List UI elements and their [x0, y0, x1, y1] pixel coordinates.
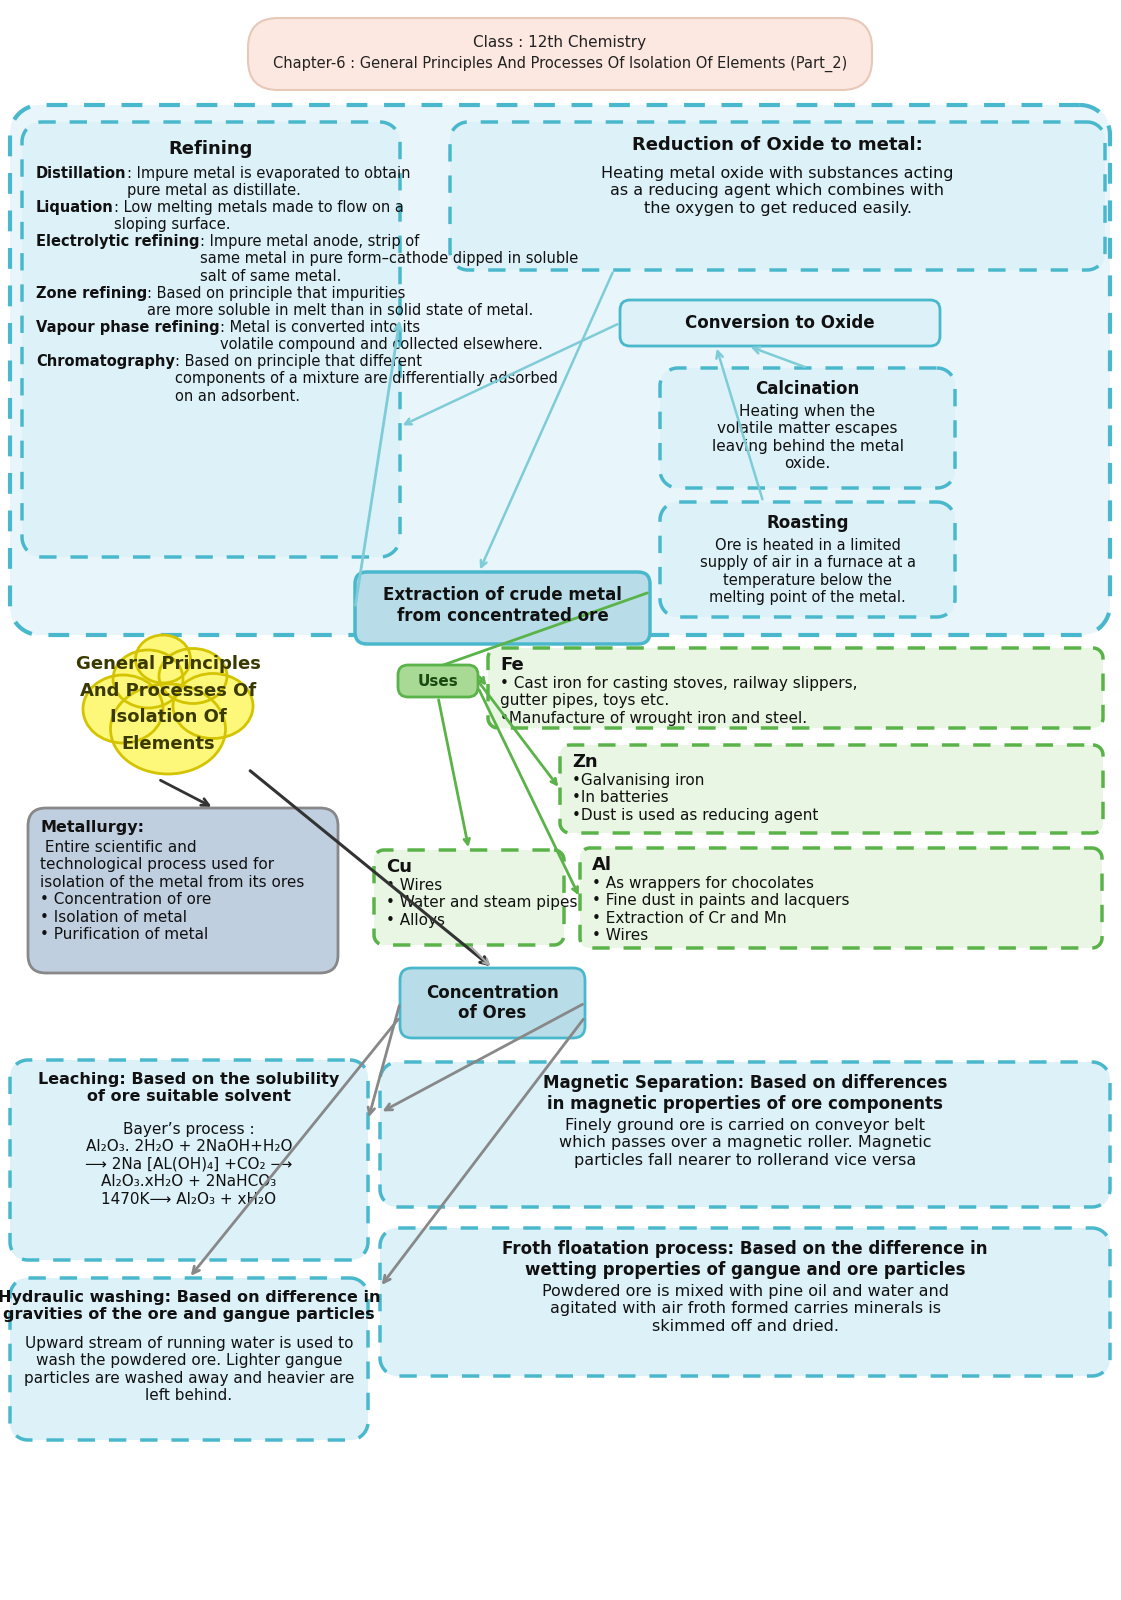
Ellipse shape	[111, 685, 225, 774]
Text: Reduction of Oxide to metal:: Reduction of Oxide to metal:	[632, 136, 923, 154]
FancyBboxPatch shape	[488, 648, 1103, 728]
FancyBboxPatch shape	[28, 808, 339, 973]
Text: Electrolytic refining: Electrolytic refining	[36, 234, 200, 250]
Text: Heating metal oxide with substances acting
as a reducing agent which combines wi: Heating metal oxide with substances acti…	[601, 166, 954, 216]
Ellipse shape	[83, 675, 163, 742]
Text: Zn: Zn	[572, 754, 597, 771]
Text: Extraction of crude metal
from concentrated ore: Extraction of crude metal from concentra…	[383, 586, 622, 624]
Text: Zone refining: Zone refining	[36, 286, 147, 301]
Text: Bayer’s process :
Al₂O₃. 2H₂O + 2NaOH+H₂O
⟶ 2Na [AL(OH)₄] +CO₂ ⟶
Al₂O₃.xH₂O + 2N: Bayer’s process : Al₂O₃. 2H₂O + 2NaOH+H₂…	[85, 1122, 293, 1206]
FancyBboxPatch shape	[400, 968, 585, 1038]
Text: Distillation: Distillation	[36, 166, 127, 181]
Text: General Principles
And Processes Of
Isolation Of
Elements: General Principles And Processes Of Isol…	[75, 656, 260, 752]
Text: Heating when the
volatile matter escapes
leaving behind the metal
oxide.: Heating when the volatile matter escapes…	[712, 403, 904, 470]
FancyBboxPatch shape	[660, 502, 955, 618]
FancyBboxPatch shape	[620, 301, 941, 346]
Text: Liquation: Liquation	[36, 200, 113, 214]
FancyBboxPatch shape	[380, 1229, 1110, 1376]
Text: : Impure metal anode, strip of
same metal in pure form–cathode dipped in soluble: : Impure metal anode, strip of same meta…	[200, 234, 577, 283]
Text: Finely ground ore is carried on conveyor belt
which passes over a magnetic rolle: Finely ground ore is carried on conveyor…	[558, 1118, 932, 1168]
Text: Leaching: Based on the solubility
of ore suitable solvent: Leaching: Based on the solubility of ore…	[38, 1072, 340, 1104]
Text: Hydraulic washing: Based on difference in
gravities of the ore and gangue partic: Hydraulic washing: Based on difference i…	[0, 1290, 380, 1322]
Text: Metallurgy:: Metallurgy:	[40, 819, 143, 835]
Text: : Based on principle that different
components of a mixture are differentially a: : Based on principle that different comp…	[175, 354, 558, 403]
Ellipse shape	[173, 674, 253, 739]
FancyBboxPatch shape	[660, 368, 955, 488]
Text: Froth floatation process: Based on the difference in
wetting properties of gangu: Froth floatation process: Based on the d…	[502, 1240, 988, 1278]
Text: Roasting: Roasting	[767, 514, 849, 531]
FancyBboxPatch shape	[248, 18, 872, 90]
FancyBboxPatch shape	[398, 666, 478, 698]
FancyBboxPatch shape	[10, 106, 1110, 635]
FancyBboxPatch shape	[450, 122, 1105, 270]
Text: Magnetic Separation: Based on differences
in magnetic properties of ore componen: Magnetic Separation: Based on difference…	[543, 1074, 947, 1114]
Text: •Galvanising iron
•In batteries
•Dust is used as reducing agent: •Galvanising iron •In batteries •Dust is…	[572, 773, 818, 822]
FancyBboxPatch shape	[10, 1059, 368, 1261]
Text: Calcination: Calcination	[756, 379, 860, 398]
FancyBboxPatch shape	[380, 1062, 1110, 1206]
Text: • Wires
• Water and steam pipes
• Alloys: • Wires • Water and steam pipes • Alloys	[386, 878, 577, 928]
Ellipse shape	[136, 635, 191, 683]
Text: • Cast iron for casting stoves, railway slippers,
gutter pipes, toys etc.
•Manuf: • Cast iron for casting stoves, railway …	[500, 675, 858, 726]
Text: : Impure metal is evaporated to obtain
pure metal as distillate.: : Impure metal is evaporated to obtain p…	[127, 166, 410, 198]
Text: Al: Al	[592, 856, 612, 874]
Text: Cu: Cu	[386, 858, 413, 877]
Text: Uses: Uses	[418, 674, 458, 688]
Text: Upward stream of running water is used to
wash the powdered ore. Lighter gangue
: Upward stream of running water is used t…	[24, 1336, 354, 1403]
Text: Fe: Fe	[500, 656, 524, 674]
Text: Powdered ore is mixed with pine oil and water and
agitated with air froth formed: Powdered ore is mixed with pine oil and …	[541, 1283, 948, 1334]
Text: Ore is heated in a limited
supply of air in a furnace at a
temperature below the: Ore is heated in a limited supply of air…	[700, 538, 916, 605]
Text: : Based on principle that impurities
are more soluble in melt than in solid stat: : Based on principle that impurities are…	[147, 286, 534, 318]
Ellipse shape	[113, 650, 183, 707]
Text: Chapter-6 : General Principles And Processes Of Isolation Of Elements (Part_2): Chapter-6 : General Principles And Proce…	[272, 56, 847, 72]
Text: Entire scientific and
technological process used for
isolation of the metal from: Entire scientific and technological proc…	[40, 840, 305, 942]
Text: Concentration
of Ores: Concentration of Ores	[426, 984, 559, 1022]
FancyBboxPatch shape	[374, 850, 564, 946]
FancyBboxPatch shape	[355, 573, 650, 643]
Text: Chromatography: Chromatography	[36, 354, 175, 370]
Text: Conversion to Oxide: Conversion to Oxide	[685, 314, 874, 333]
Text: • As wrappers for chocolates
• Fine dust in paints and lacquers
• Extraction of : • As wrappers for chocolates • Fine dust…	[592, 877, 850, 944]
Text: : Low melting metals made to flow on a
sloping surface.: : Low melting metals made to flow on a s…	[113, 200, 404, 232]
Text: Vapour phase refining: Vapour phase refining	[36, 320, 220, 334]
Text: Class : 12th Chemistry: Class : 12th Chemistry	[473, 35, 647, 50]
FancyBboxPatch shape	[10, 1278, 368, 1440]
Text: : Metal is converted into its
volatile compound and collected elsewhere.: : Metal is converted into its volatile c…	[220, 320, 543, 352]
FancyBboxPatch shape	[22, 122, 400, 557]
Text: Refining: Refining	[169, 141, 253, 158]
Ellipse shape	[159, 648, 226, 704]
FancyBboxPatch shape	[580, 848, 1102, 947]
FancyBboxPatch shape	[560, 746, 1103, 834]
